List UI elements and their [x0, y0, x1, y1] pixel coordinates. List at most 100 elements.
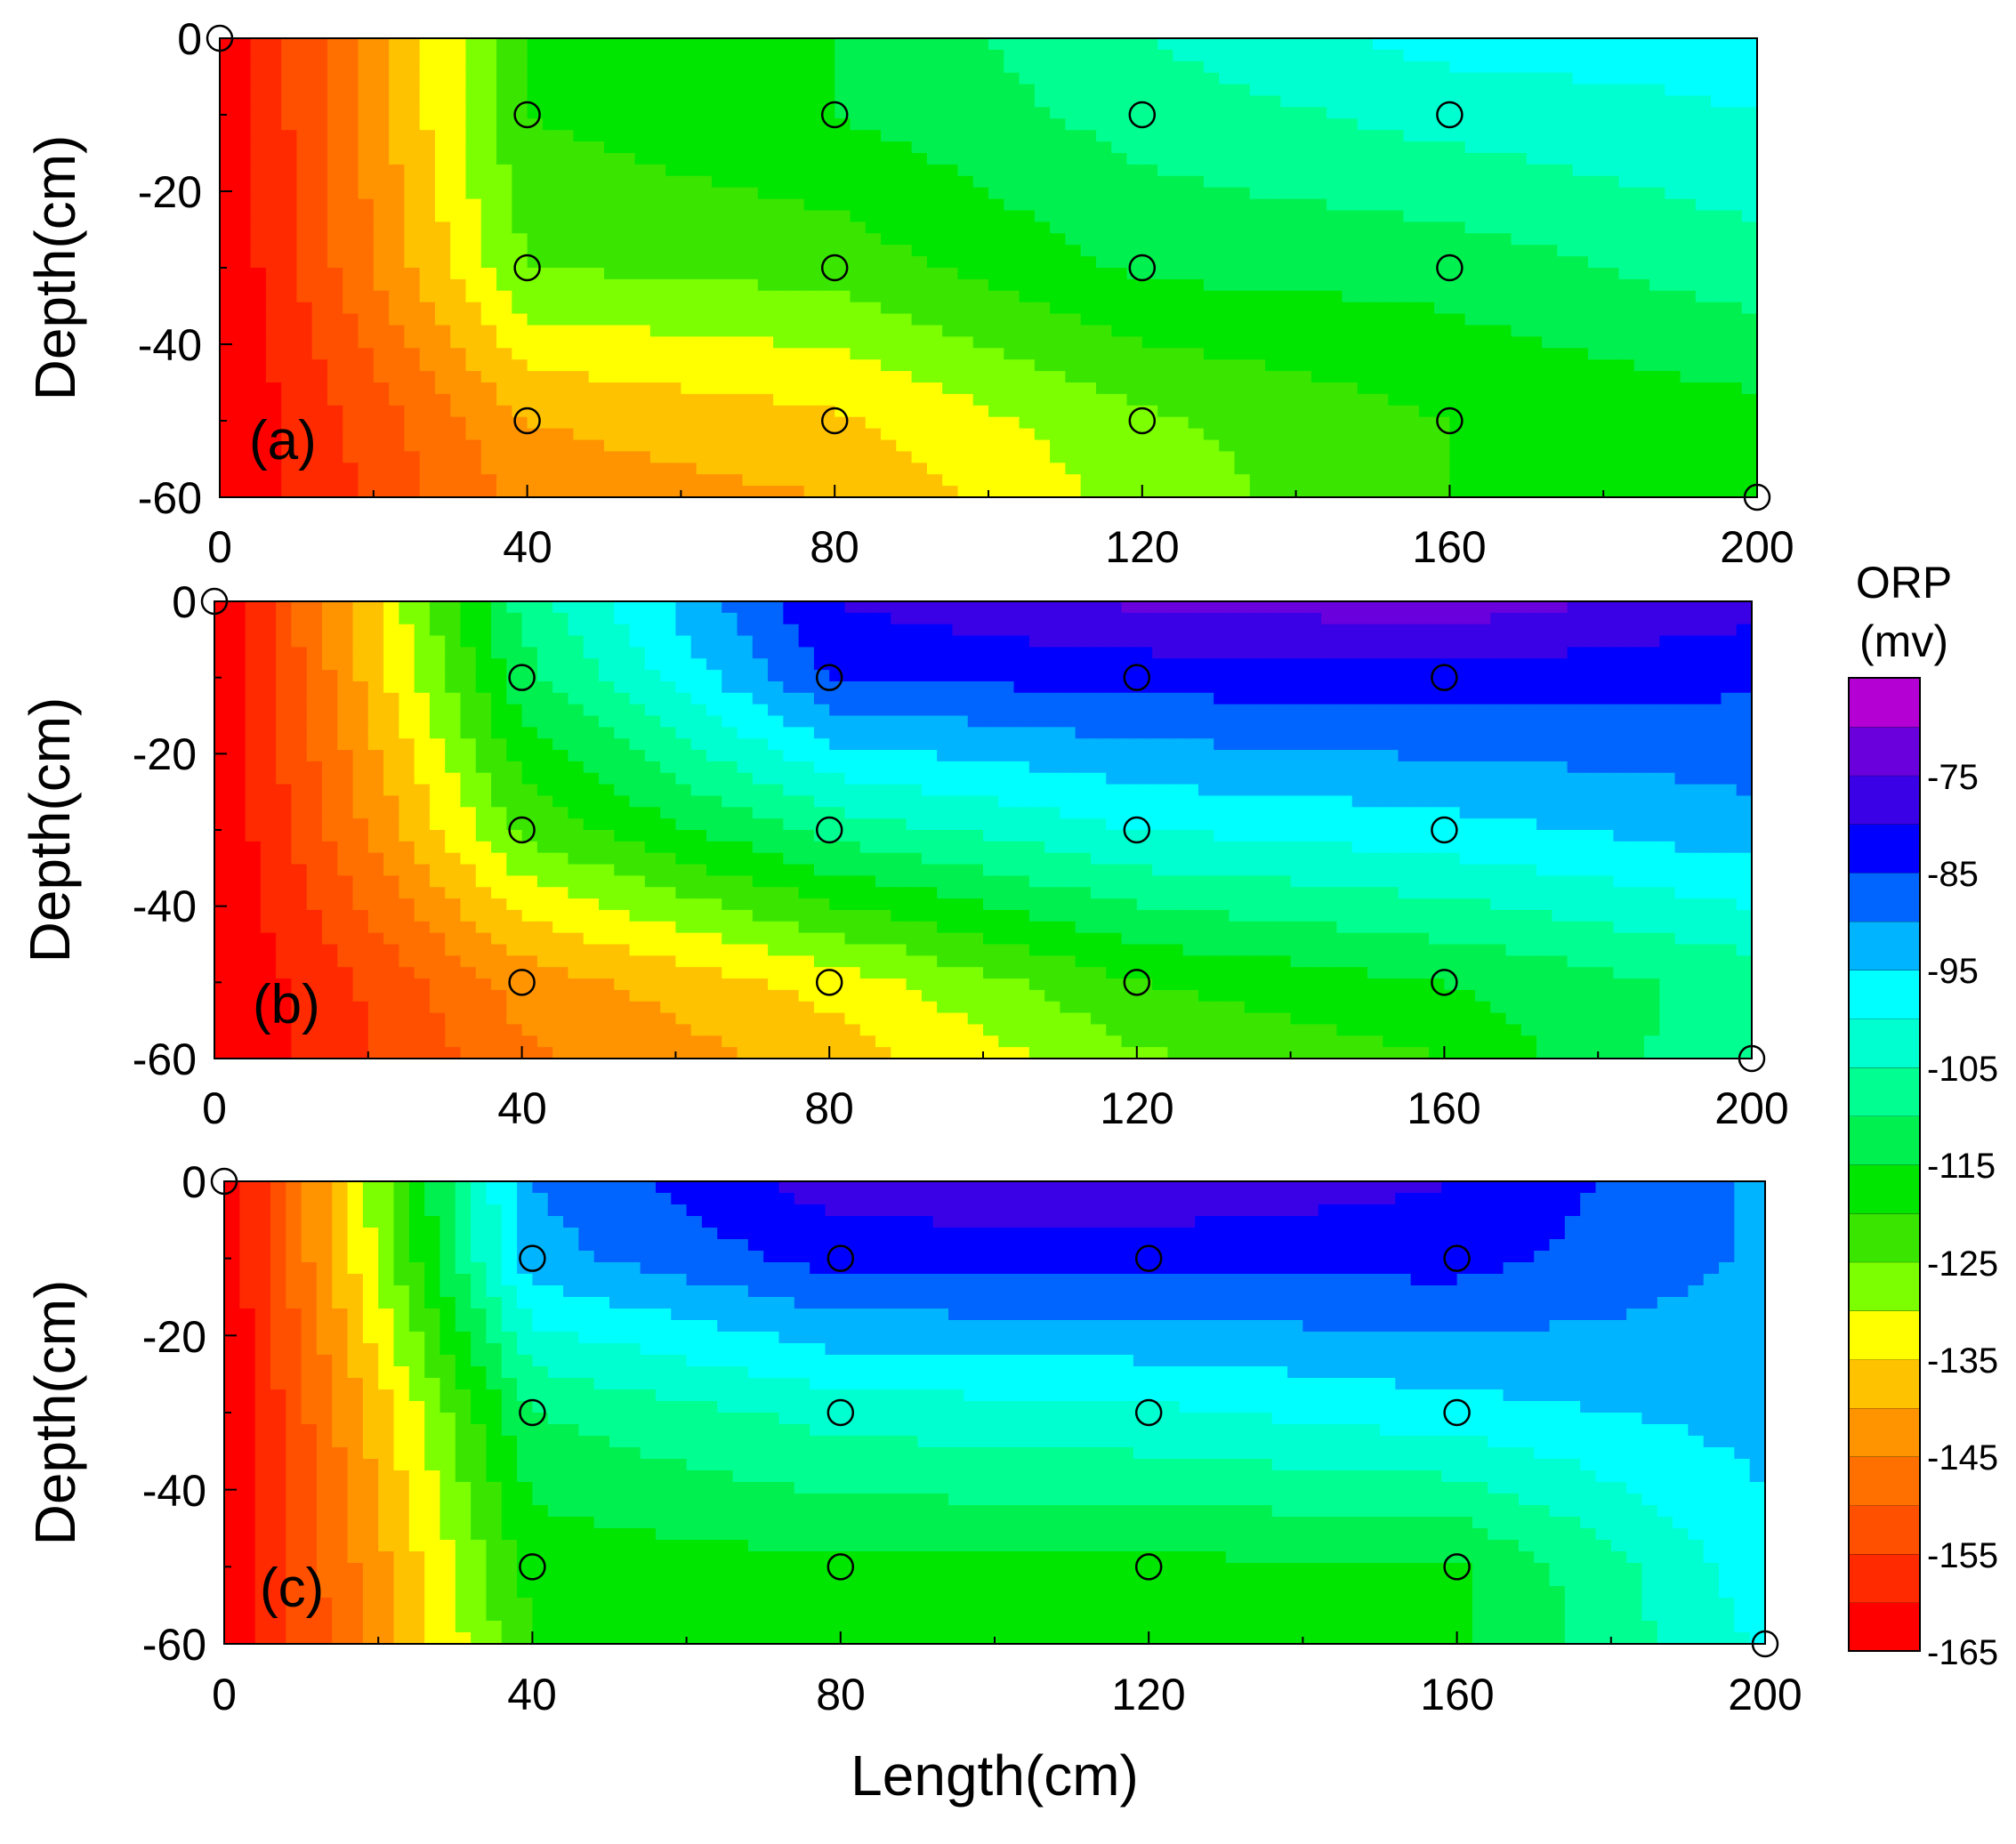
contour-cell: [1275, 635, 1292, 648]
contour-cell: [512, 336, 528, 350]
contour-cell: [1050, 233, 1067, 246]
contour-cell: [599, 670, 616, 682]
contour-cell: [429, 624, 446, 637]
contour-cell: [404, 49, 421, 62]
contour-cell: [1203, 325, 1220, 338]
contour-cell: [1244, 680, 1261, 694]
contour-cell: [972, 118, 989, 131]
contour-cell: [788, 141, 805, 154]
contour-cell: [1741, 325, 1757, 338]
contour-cell: [1695, 405, 1712, 418]
contour-cell: [829, 692, 846, 705]
contour-cell: [1603, 245, 1620, 257]
contour-cell: [1557, 60, 1574, 74]
contour-cell: [1444, 635, 1461, 648]
contour-cell: [988, 290, 1005, 303]
contour-cell: [850, 107, 867, 120]
contour-cell: [1219, 313, 1236, 326]
contour-cell: [434, 313, 451, 326]
contour-cell: [265, 359, 282, 372]
contour-cell: [1649, 486, 1666, 497]
contour-cell: [783, 612, 800, 625]
contour-cell: [573, 198, 590, 212]
contour-cell: [389, 486, 406, 497]
contour-cell: [1552, 692, 1568, 705]
contour-cell: [706, 624, 723, 637]
contour-cell: [1357, 348, 1374, 360]
contour-cell: [835, 382, 851, 395]
contour-cell: [1711, 210, 1728, 223]
contour-cell: [773, 428, 790, 441]
contour-cell: [711, 348, 729, 360]
contour-cell: [573, 72, 590, 85]
contour-cell: [480, 107, 497, 120]
contour-cell: [358, 336, 375, 350]
contour-cell: [742, 474, 759, 487]
contour-cell: [1721, 680, 1738, 694]
contour-cell: [1219, 175, 1236, 189]
contour-cell: [1464, 198, 1481, 212]
contour-cell: [896, 268, 913, 280]
contour-cell: [367, 647, 384, 660]
contour-cell: [1229, 601, 1246, 614]
contour-cell: [829, 612, 846, 625]
contour-cell: [321, 612, 339, 625]
contour-cell: [865, 313, 882, 326]
contour-cell: [1173, 153, 1189, 165]
contour-cell: [220, 348, 237, 360]
contour-cell: [1090, 670, 1108, 682]
contour-cell: [583, 624, 600, 637]
contour-cell: [306, 680, 323, 694]
contour-cell: [1173, 290, 1189, 303]
contour-cell: [619, 428, 636, 441]
contour-cell: [496, 439, 513, 453]
contour-cell: [265, 371, 282, 383]
contour-cell: [230, 670, 246, 682]
contour-cell: [1157, 60, 1174, 74]
contour-cell: [865, 107, 882, 120]
contour-cell: [773, 486, 790, 497]
contour-cell: [419, 38, 436, 51]
contour-cell: [1711, 393, 1728, 407]
contour-cell: [865, 371, 882, 383]
contour-cell: [1111, 164, 1128, 177]
contour-cell: [1680, 268, 1697, 280]
contour-cell: [727, 107, 744, 120]
contour-cell: [859, 680, 876, 694]
contour-cell: [604, 60, 621, 74]
x-tick-label: 80: [810, 522, 859, 572]
contour-cell: [1587, 439, 1604, 453]
contour-cell: [1511, 175, 1528, 189]
contour-cell: [465, 336, 482, 350]
contour-cell: [649, 463, 666, 475]
contour-cell: [527, 175, 544, 189]
contour-cell: [327, 371, 344, 383]
contour-cell: [1633, 256, 1650, 269]
contour-cell: [434, 486, 451, 497]
contour-cell: [1659, 692, 1676, 705]
contour-cell: [835, 393, 851, 407]
contour-cell: [1490, 692, 1507, 705]
contour-cell: [265, 325, 282, 338]
contour-cell: [389, 38, 406, 51]
contour-cell: [1173, 245, 1189, 257]
contour-cell: [952, 624, 969, 637]
contour-cell: [1659, 612, 1676, 625]
contour-cell: [1373, 268, 1390, 280]
contour-cell: [1618, 439, 1635, 453]
contour-cell: [1496, 130, 1512, 142]
contour-cell: [1173, 393, 1189, 407]
contour-cell: [850, 187, 867, 200]
contour-cell: [1449, 290, 1466, 303]
contour-cell: [1126, 198, 1143, 212]
contour-cell: [1665, 371, 1681, 383]
contour-cell: [429, 658, 446, 671]
contour-cell: [542, 439, 559, 453]
contour-cell: [1557, 486, 1574, 497]
contour-cell: [665, 198, 682, 212]
contour-cell: [404, 130, 421, 142]
contour-cell: [1542, 84, 1559, 97]
contour-cell: [480, 38, 497, 51]
contour-cell: [926, 416, 943, 430]
contour-cell: [1265, 60, 1282, 74]
